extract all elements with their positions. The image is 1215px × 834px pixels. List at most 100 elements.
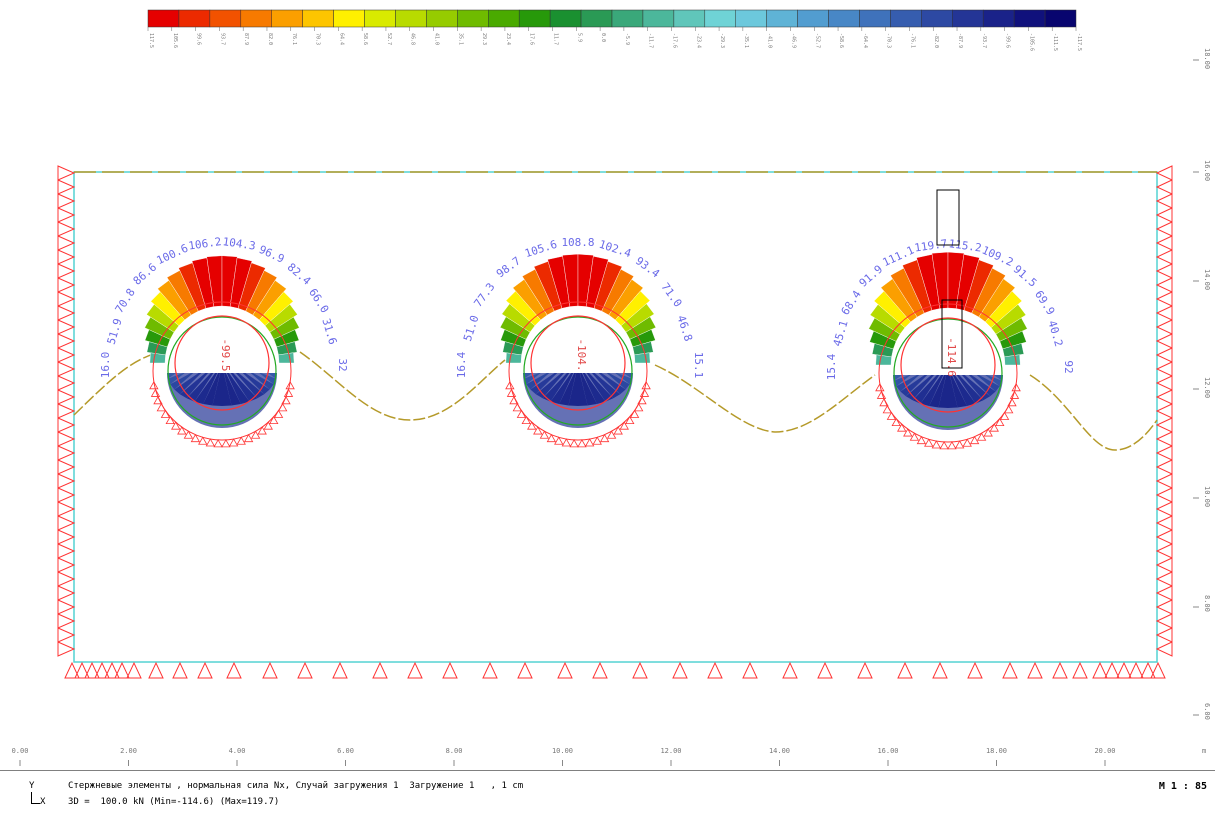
force-value-label: 32 xyxy=(336,358,349,371)
support-triangle xyxy=(1155,431,1173,447)
legend-swatch xyxy=(766,9,798,28)
support-triangle xyxy=(1128,661,1144,679)
support-triangle xyxy=(1155,585,1173,601)
lining-ring xyxy=(167,316,277,426)
force-value-label: 16.4 xyxy=(455,351,468,378)
lining-ring xyxy=(523,316,633,426)
support-triangle xyxy=(57,347,76,363)
support-triangle xyxy=(1155,473,1173,489)
support-triangle xyxy=(857,661,873,679)
legend-label: -64.4 xyxy=(862,33,868,48)
support-triangle xyxy=(1072,661,1088,679)
support-triangle xyxy=(57,627,76,643)
support-triangle xyxy=(172,661,188,679)
support-triangle xyxy=(74,661,90,679)
support-triangle xyxy=(57,613,76,629)
drawing-scale: M 1 : 85 xyxy=(1158,781,1207,792)
support-triangle xyxy=(57,389,76,405)
support-triangle xyxy=(57,403,76,419)
legend-label: -99.6 xyxy=(1005,33,1011,48)
force-wedge xyxy=(229,257,253,309)
x-tick-label: 20.00 xyxy=(1094,747,1115,755)
legend-label: 29.3 xyxy=(481,33,487,45)
selected-element-frame-top[interactable] xyxy=(936,189,960,246)
legend-label: 11.7 xyxy=(553,33,559,45)
legend-label: -82.0 xyxy=(933,33,939,48)
force-value-label: 86.6 xyxy=(131,261,160,288)
legend-label: -87.9 xyxy=(957,33,963,48)
force-wedge xyxy=(625,316,657,340)
force-value-label: 51.9 xyxy=(105,317,125,346)
legend-swatch xyxy=(982,9,1015,28)
support-triangle xyxy=(226,661,242,679)
legend-swatch xyxy=(457,9,489,28)
force-wedge xyxy=(237,262,266,312)
support-triangle xyxy=(1155,515,1173,531)
legend-label: 5.9 xyxy=(576,33,582,42)
x-tick-label: 2.00 xyxy=(120,747,137,755)
legend-label: -23.4 xyxy=(695,33,701,48)
force-wedge xyxy=(955,254,980,311)
selected-element-frame-bottom[interactable] xyxy=(941,299,963,369)
support-triangle xyxy=(1155,571,1173,587)
legend-label: -105.6 xyxy=(1028,33,1034,51)
legend-swatch xyxy=(302,9,334,28)
legend-swatch xyxy=(178,9,211,28)
y-tick-label: 12.00 xyxy=(1203,377,1211,398)
legend-label: -93.7 xyxy=(981,33,987,48)
support-triangle xyxy=(114,661,130,679)
x-tick-label: 4.00 xyxy=(229,747,246,755)
lining-outer-ring xyxy=(878,303,1018,443)
legend-label: 35.1 xyxy=(457,33,463,45)
legend-label: -70.3 xyxy=(886,33,892,48)
support-triangle xyxy=(57,431,76,447)
force-min-label: -104. xyxy=(575,338,588,371)
support-triangle xyxy=(197,661,213,679)
force-wedge xyxy=(615,290,651,326)
support-triangle xyxy=(57,179,76,195)
force-value-label: 100.6 xyxy=(155,242,191,268)
force-wedge xyxy=(245,270,278,316)
support-triangle xyxy=(1155,193,1173,209)
support-triangle xyxy=(932,661,948,679)
support-triangle xyxy=(94,661,110,679)
axis-y-label: Y xyxy=(29,781,35,791)
support-triangle xyxy=(57,263,76,279)
color-legend-bar xyxy=(147,9,1077,28)
legend-swatch xyxy=(549,9,582,28)
support-triangle xyxy=(442,661,458,679)
support-triangle xyxy=(1155,543,1173,559)
x-tick-label: 18.00 xyxy=(986,747,1007,755)
support-triangle xyxy=(1092,661,1108,679)
legend-swatch xyxy=(673,9,706,28)
support-triangle xyxy=(1155,277,1173,293)
model-canvas[interactable]: 117.5 105.6 99.6 93.7 87.9 82.0 76.1 70.3 64.4 58… xyxy=(0,0,1215,770)
support-triangle xyxy=(57,417,76,433)
legend-swatch xyxy=(1013,9,1046,28)
legend-swatch xyxy=(828,9,860,28)
axis-x-label: X xyxy=(40,797,46,807)
force-value-label: 31.6 xyxy=(319,317,339,346)
force-value-label: 106.2 xyxy=(188,235,223,253)
bottom-supports xyxy=(64,661,1166,679)
legend-label: 70.3 xyxy=(315,33,321,45)
support-triangle xyxy=(84,661,100,679)
legend-swatch xyxy=(395,9,427,28)
legend-swatch xyxy=(488,9,520,28)
legend-label: 23.4 xyxy=(505,33,511,45)
axis-orientation-icon: Y X xyxy=(26,781,56,821)
support-triangle xyxy=(1155,361,1173,377)
force-value-label: 93.4 xyxy=(633,254,662,280)
support-triangle xyxy=(592,661,608,679)
legend-label: 0.0 xyxy=(600,33,606,42)
status-description: Стержневые элементы , нормальная сила Nx… xyxy=(68,781,524,791)
force-wedge xyxy=(585,255,609,309)
support-triangle xyxy=(1002,661,1018,679)
force-wedge xyxy=(601,268,635,316)
support-triangle xyxy=(57,641,76,657)
force-value-label: 45.1 xyxy=(831,319,851,348)
